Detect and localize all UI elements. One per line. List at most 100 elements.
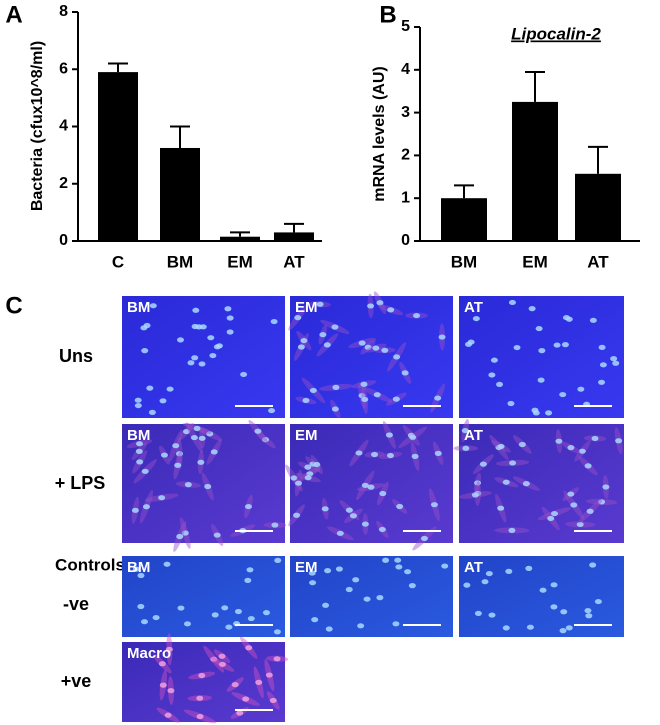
nucleus — [309, 580, 317, 586]
x-tick-label: BM — [167, 252, 193, 271]
nucleus — [565, 625, 573, 631]
nucleus — [438, 334, 446, 340]
nucleus — [479, 461, 487, 467]
nucleus — [472, 315, 480, 322]
nucleus — [191, 355, 199, 361]
nucleus — [137, 603, 145, 610]
nucleus — [567, 445, 575, 451]
nucleus — [518, 441, 526, 448]
nucleus — [373, 392, 381, 398]
panel-letter: B — [379, 1, 396, 28]
nucleus — [481, 579, 489, 585]
nucleus — [584, 607, 592, 614]
nucleus — [345, 507, 353, 513]
nucleus — [181, 530, 189, 536]
bar — [441, 198, 487, 241]
nucleus — [599, 362, 607, 368]
nucleus — [177, 605, 185, 611]
x-tick-label: AT — [283, 252, 305, 271]
nucleus — [508, 527, 516, 534]
nucleus — [190, 434, 198, 441]
nucleus — [586, 508, 594, 514]
nucleus — [559, 391, 567, 398]
nucleus — [553, 342, 561, 348]
nucleus — [471, 492, 479, 498]
nucleus — [215, 343, 223, 349]
nucleus — [325, 626, 333, 632]
nucleus — [165, 646, 173, 652]
nucleus — [392, 396, 400, 402]
nucleus — [409, 434, 417, 440]
nucleus — [589, 562, 597, 568]
nucleus — [387, 452, 395, 459]
nucleus — [360, 381, 368, 387]
micrograph: BM — [122, 420, 287, 552]
nucleus — [132, 566, 140, 572]
micrograph-bg — [290, 296, 453, 418]
nucleus — [602, 484, 610, 490]
nucleus — [159, 682, 167, 688]
nucleus — [270, 318, 278, 325]
nucleus — [376, 300, 384, 306]
nucleus — [550, 582, 558, 588]
nucleus — [578, 448, 586, 454]
nucleus — [589, 317, 597, 323]
bar — [575, 173, 621, 241]
nucleus — [262, 610, 270, 616]
nucleus — [226, 329, 234, 335]
y-tick-label: 0 — [59, 232, 68, 249]
nucleus — [539, 587, 547, 593]
nucleus — [387, 307, 395, 313]
nucleus — [236, 710, 244, 716]
nucleus — [177, 337, 185, 343]
nucleus — [176, 533, 184, 540]
nucleus — [175, 451, 183, 457]
nucleus — [184, 482, 192, 488]
nucleus — [187, 360, 195, 366]
micrograph: Macro — [122, 633, 289, 724]
nucleus — [331, 406, 339, 412]
nucleus — [378, 526, 386, 533]
image-label: BM — [127, 427, 150, 444]
nucleus — [545, 410, 553, 416]
y-tick-label: 8 — [59, 3, 68, 20]
nucleus — [209, 352, 217, 359]
nucleus — [382, 557, 390, 563]
nucleus — [308, 570, 316, 576]
nucleus — [355, 450, 363, 456]
nucleus — [131, 507, 139, 513]
panel-letter: A — [5, 1, 22, 28]
nucleus — [576, 521, 584, 528]
nucleus — [357, 623, 365, 629]
nucleus — [577, 386, 585, 392]
nucleus — [532, 410, 540, 416]
nucleus — [526, 624, 534, 630]
micrograph: EM — [290, 556, 453, 637]
y-axis-label: Bacteria (cfux10^8/ml) — [29, 41, 46, 211]
y-tick-label: 6 — [59, 60, 68, 77]
bar — [220, 236, 260, 241]
nucleus — [195, 324, 203, 330]
bar — [274, 232, 314, 241]
nucleus — [361, 482, 369, 488]
nucleus — [352, 577, 360, 583]
nucleus — [496, 381, 504, 387]
nucleus — [206, 431, 214, 437]
nucleus — [244, 503, 252, 510]
nucleus — [584, 463, 592, 469]
nucleus — [502, 625, 510, 631]
nucleus — [152, 614, 160, 621]
nucleus — [309, 387, 317, 394]
image-label: BM — [127, 559, 150, 576]
nucleus — [135, 441, 143, 447]
nucleus — [363, 596, 371, 602]
nucleus — [136, 459, 144, 465]
nucleus — [137, 572, 145, 579]
nucleus — [146, 385, 154, 391]
nucleus — [197, 459, 205, 465]
nucleus — [570, 502, 578, 508]
nucleus — [345, 586, 353, 593]
nucleus — [547, 515, 555, 522]
micrograph: BM — [122, 556, 285, 637]
nucleus — [268, 407, 276, 414]
